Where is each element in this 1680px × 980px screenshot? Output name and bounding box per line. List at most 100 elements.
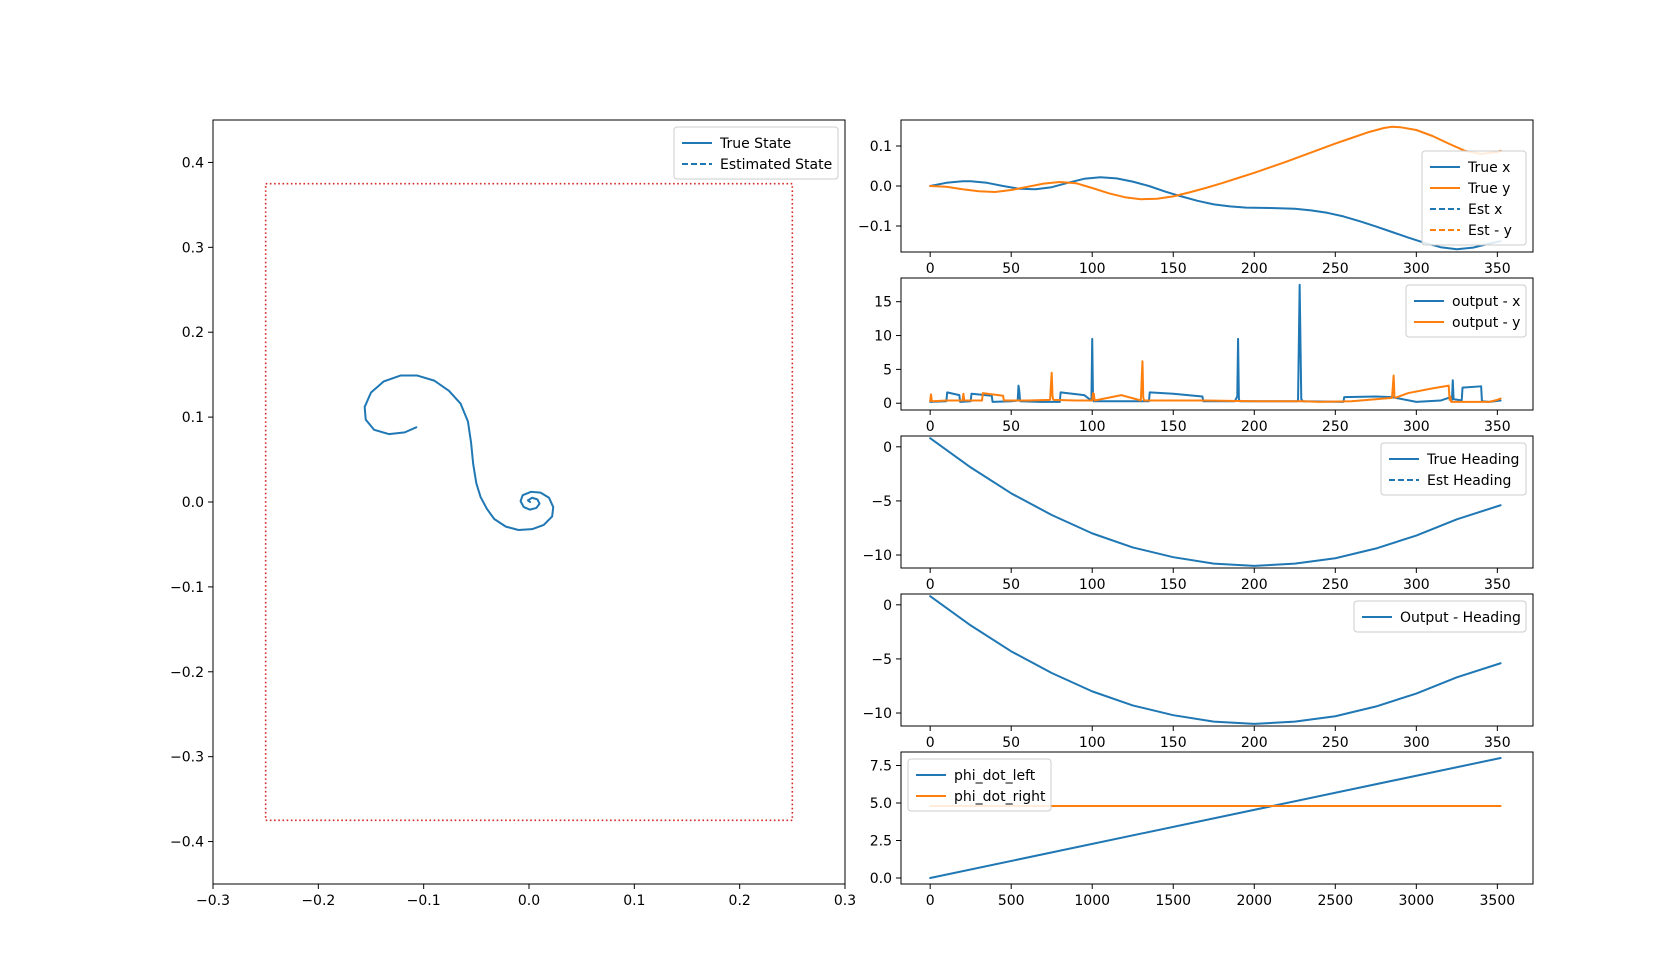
heading-x-tick-label: 200 xyxy=(1241,577,1268,593)
position-legend-label: True y xyxy=(1467,181,1510,197)
output_xy-x-tick-label: 50 xyxy=(1002,419,1020,435)
output_heading-legend: Output - Heading xyxy=(1353,600,1527,633)
output_heading-x-tick-label: 0 xyxy=(926,735,935,751)
position-x-tick-label: 100 xyxy=(1079,261,1106,277)
trajectory-x-tick-label: 0.1 xyxy=(623,893,645,909)
output_heading-x-tick-label: 350 xyxy=(1484,735,1511,751)
trajectory-x-tick-label: −0.2 xyxy=(301,893,335,909)
position-y-tick-label: −0.1 xyxy=(858,219,892,235)
wheel_speeds-series-line-0 xyxy=(929,757,1502,879)
output_heading-legend-label: Output - Heading xyxy=(1400,610,1521,626)
heading-x-tick-label: 300 xyxy=(1403,577,1430,593)
trajectory-panel: −0.3 −0.2 −0.1 0.0 0.1 0.2 0.3 0.4 0.3 0.2 0.1 0.0 −… xyxy=(170,119,856,909)
position-series xyxy=(929,125,1502,251)
position-series-line-1 xyxy=(929,125,1502,201)
output_xy-legend-label: output - y xyxy=(1452,315,1520,331)
output_heading-y-tick-label: 0 xyxy=(883,598,892,614)
heading-legend: True Heading Est Heading xyxy=(1380,442,1527,496)
wheel_speeds-y-tick-label: 7.5 xyxy=(870,759,892,775)
trajectory-legend-label: True State xyxy=(719,136,791,152)
output_heading-panel: 0 50 100 150 200 250 300 350 0 −5 −10 Output - Head… xyxy=(862,593,1534,751)
trajectory-series-line-0 xyxy=(363,374,555,532)
trajectory-x-tick-label: 0.3 xyxy=(834,893,856,909)
heading-x-tick-label: 250 xyxy=(1322,577,1349,593)
output_xy-y-tick-label: 10 xyxy=(874,329,892,345)
output_xy-legend-label: output - x xyxy=(1452,294,1520,310)
position-x-tick-label: 150 xyxy=(1160,261,1187,277)
output_heading-x-tick-label: 300 xyxy=(1403,735,1430,751)
heading-y-tick-label: 0 xyxy=(883,440,892,456)
heading-panel: 0 50 100 150 200 250 300 350 0 −5 −10 True Heading E… xyxy=(862,435,1534,593)
output_heading-x-tick-label: 250 xyxy=(1322,735,1349,751)
trajectory-legend: True State Estimated State xyxy=(673,126,839,180)
heading-y-tick-label: −10 xyxy=(862,548,892,564)
heading-series xyxy=(929,437,1502,567)
position-x-tick-label: 200 xyxy=(1241,261,1268,277)
output_xy-legend-box xyxy=(1405,284,1527,338)
trajectory-y-tick-label: 0.3 xyxy=(182,240,204,256)
output_xy-legend: output - x output - y xyxy=(1405,284,1527,338)
trajectory-legend-label: Estimated State xyxy=(720,157,832,173)
wheel_speeds-panel: 0 500 1000 1500 2000 2500 3000 3500 7.5 5.0 2.5 0.0… xyxy=(870,751,1534,909)
position-legend-label: Est x xyxy=(1468,202,1502,218)
trajectory-y-tick-label: 0.1 xyxy=(182,410,204,426)
position-x-tick-label: 350 xyxy=(1484,261,1511,277)
output_xy-x-tick-label: 0 xyxy=(926,419,935,435)
wheel_speeds-x-tick-label: 1000 xyxy=(1074,893,1110,909)
output_xy-x-tick-label: 150 xyxy=(1160,419,1187,435)
wheel_speeds-x-tick-label: 3000 xyxy=(1399,893,1435,909)
position-legend-box xyxy=(1421,150,1527,246)
output_xy-x-tick-label: 350 xyxy=(1484,419,1511,435)
wheel_speeds-x-tick-label: 500 xyxy=(998,893,1025,909)
output_xy-series xyxy=(929,283,1502,403)
output_heading-legend-box xyxy=(1353,600,1527,633)
output_xy-x-tick-label: 250 xyxy=(1322,419,1349,435)
wheel_speeds-legend-label: phi_dot_right xyxy=(954,789,1046,805)
position-x-tick-label: 250 xyxy=(1322,261,1349,277)
heading-series-line-0 xyxy=(929,437,1502,567)
trajectory-series xyxy=(363,374,555,532)
output_xy-series-line-1 xyxy=(929,360,1502,403)
output_heading-x-tick-label: 200 xyxy=(1241,735,1268,751)
heading-x-tick-label: 150 xyxy=(1160,577,1187,593)
output_heading-x-tick-label: 150 xyxy=(1160,735,1187,751)
output_heading-x-tick-label: 100 xyxy=(1079,735,1106,751)
wheel_speeds-legend: phi_dot_left phi_dot_right xyxy=(907,758,1052,812)
trajectory-y-tick-label: 0.4 xyxy=(182,155,204,171)
wheel_speeds-y-tick-label: 0.0 xyxy=(870,871,892,887)
position-legend: True x True y Est x Est - y xyxy=(1421,150,1527,246)
wheel_speeds-y-tick-label: 2.5 xyxy=(870,834,892,850)
position-series-line-0 xyxy=(929,176,1502,251)
heading-legend-label: True Heading xyxy=(1426,452,1519,468)
trajectory-y-tick-label: −0.3 xyxy=(170,750,204,766)
heading-legend-box xyxy=(1380,442,1527,496)
heading-y-tick-label: −5 xyxy=(871,494,892,510)
wheel_speeds-legend-label: phi_dot_left xyxy=(954,768,1036,784)
output_heading-axes-frame xyxy=(900,593,1534,727)
position-x-tick-label: 0 xyxy=(926,261,935,277)
trajectory-y-tick-label: −0.1 xyxy=(170,580,204,596)
output_xy-y-tick-label: 5 xyxy=(883,362,892,378)
position-y-tick-label: 0.0 xyxy=(870,179,892,195)
output_heading-y-tick-label: −5 xyxy=(871,652,892,668)
heading-axes-frame xyxy=(900,435,1534,569)
output_xy-x-tick-label: 100 xyxy=(1079,419,1106,435)
heading-legend-label: Est Heading xyxy=(1427,473,1511,489)
wheel_speeds-x-tick-label: 2000 xyxy=(1236,893,1272,909)
output_xy-axes-frame xyxy=(900,277,1534,411)
output_xy-x-tick-label: 300 xyxy=(1403,419,1430,435)
output_xy-x-tick-label: 200 xyxy=(1241,419,1268,435)
output_heading-y-tick-label: −10 xyxy=(862,706,892,722)
position-legend-label: True x xyxy=(1467,160,1510,176)
wheel_speeds-x-tick-label: 0 xyxy=(926,893,935,909)
trajectory-x-tick-label: −0.1 xyxy=(407,893,441,909)
wheel_speeds-x-tick-label: 3500 xyxy=(1480,893,1516,909)
position-x-tick-label: 300 xyxy=(1403,261,1430,277)
trajectory-y-tick-label: 0.0 xyxy=(182,495,204,511)
trajectory-legend-box xyxy=(673,126,839,180)
trajectory-x-tick-label: −0.3 xyxy=(196,893,230,909)
wheel_speeds-y-tick-label: 5.0 xyxy=(870,796,892,812)
